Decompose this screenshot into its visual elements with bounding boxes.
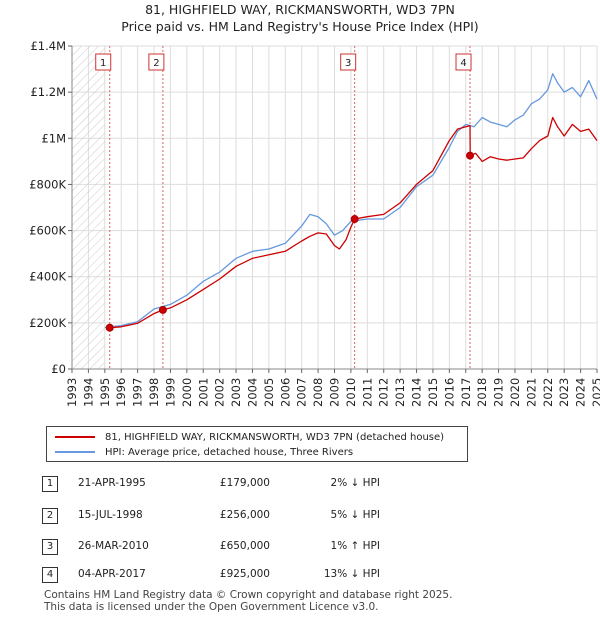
x-tick-label: 2014	[410, 378, 424, 407]
sale-hpi-delta: 13% ↓ HPI	[323, 568, 380, 580]
sale-number-badge: 1	[42, 476, 58, 492]
sale-label-box	[148, 53, 165, 71]
sale-row: 2 15-JUL-1998 £256,000 5% ↓ HPI	[0, 508, 600, 526]
x-tick-label: 2002	[213, 378, 227, 407]
sale-date: 21-APR-1995	[78, 477, 146, 489]
sale-label-box	[340, 53, 357, 71]
property-price-line	[109, 116, 598, 329]
x-tick-label: 1999	[163, 378, 177, 407]
sale-label-box	[455, 53, 472, 71]
chart-title-line1: 81, HIGHFIELD WAY, RICKMANSWORTH, WD3 7P…	[145, 2, 455, 17]
x-tick-label: 1995	[98, 378, 112, 407]
y-tick-label: £400K	[29, 270, 66, 284]
hatched-region	[72, 46, 105, 369]
x-tick-label: 2009	[328, 378, 342, 407]
sale-date: 15-JUL-1998	[78, 509, 143, 521]
legend-label-hpi: HPI: Average price, detached house, Thre…	[105, 446, 354, 458]
sale-row: 4 04-APR-2017 £925,000 13% ↓ HPI	[0, 567, 600, 585]
x-tick-label: 1997	[131, 378, 145, 407]
sale-number-badge: 4	[42, 567, 58, 583]
sale-price: £179,000	[219, 477, 270, 489]
x-tick-label: 2006	[278, 378, 292, 407]
x-tick-label: 2010	[344, 378, 358, 407]
x-tick-label: 2001	[196, 378, 210, 407]
sale-hpi-delta: 5% ↓ HPI	[330, 509, 380, 521]
footer-licence: This data is licensed under the Open Gov…	[44, 601, 379, 613]
x-tick-label: 2008	[311, 378, 325, 407]
x-tick-label: 1996	[114, 378, 128, 407]
x-tick-label: 1998	[147, 378, 161, 407]
sale-row: 3 26-MAR-2010 £650,000 1% ↑ HPI	[0, 539, 600, 557]
y-tick-label: £200K	[29, 316, 66, 330]
x-tick-label: 2005	[262, 378, 276, 407]
sale-point	[466, 151, 475, 160]
sale-price: £925,000	[219, 568, 270, 580]
x-tick-label: 2021	[524, 378, 538, 407]
sale-point	[158, 305, 167, 314]
sale-number-badge: 3	[42, 539, 58, 555]
legend-item-property: 81, HIGHFIELD WAY, RICKMANSWORTH, WD3 7P…	[55, 430, 444, 444]
x-tick-label: 2018	[475, 378, 489, 407]
legend-label-property: 81, HIGHFIELD WAY, RICKMANSWORTH, WD3 7P…	[105, 431, 445, 443]
sale-label-box	[95, 53, 112, 71]
x-tick-label: 1993	[65, 378, 79, 407]
sale-point	[105, 323, 114, 332]
x-tick-label: 2022	[541, 378, 555, 407]
sale-label: 4	[460, 58, 466, 69]
x-tick-label: 2020	[508, 378, 522, 407]
x-tick-label: 2023	[557, 378, 571, 407]
series-lines	[104, 73, 598, 329]
y-tick-label: £1.4M	[30, 39, 66, 53]
x-tick-label: 2011	[360, 378, 374, 407]
x-tick-label: 2025	[590, 378, 600, 407]
sale-label: 3	[345, 58, 351, 69]
hpi-line	[104, 73, 598, 329]
y-tick-label: £0	[51, 362, 66, 376]
x-tick-label: 2003	[229, 378, 243, 407]
y-tick-label: £800K	[29, 177, 66, 191]
sale-date: 04-APR-2017	[78, 568, 146, 580]
sale-labels: 1 2 3 4	[95, 53, 472, 71]
x-tick-label: 2015	[426, 378, 440, 407]
sale-row: 1 21-APR-1995 £179,000 2% ↓ HPI	[0, 476, 600, 494]
x-tick-label: 2013	[393, 378, 407, 407]
x-tick-label: 2004	[245, 378, 259, 407]
sale-price: £650,000	[219, 540, 270, 552]
sale-label: 1	[100, 58, 106, 69]
y-tick-label: £600K	[29, 224, 66, 238]
pre-data-hatch	[72, 46, 105, 369]
legend-swatch-hpi	[55, 451, 95, 453]
sale-dots	[105, 151, 475, 332]
x-tick-label: 1994	[81, 378, 95, 407]
y-tick-label: £1M	[41, 131, 66, 145]
chart-title-line2: Price paid vs. HM Land Registry's House …	[121, 19, 479, 34]
sale-hpi-delta: 2% ↓ HPI	[330, 477, 380, 489]
y-tick-label: £1.2M	[30, 85, 66, 99]
x-tick-label: 2000	[180, 378, 194, 407]
x-tick-label: 2007	[295, 378, 309, 407]
legend-item-hpi: HPI: Average price, detached house, Thre…	[55, 445, 353, 459]
x-tick-label: 2019	[492, 378, 506, 407]
legend-swatch-property	[55, 436, 95, 438]
sale-number-badge: 2	[42, 508, 58, 524]
x-tick-label: 2017	[459, 378, 473, 407]
sale-price: £256,000	[219, 509, 270, 521]
sale-label: 2	[153, 58, 159, 69]
x-tick-label: 2016	[442, 378, 456, 407]
x-tick-label: 2024	[574, 378, 588, 407]
x-tick-label: 2012	[377, 378, 391, 407]
sale-hpi-delta: 1% ↑ HPI	[330, 540, 380, 552]
sale-date: 26-MAR-2010	[78, 540, 149, 552]
sale-point	[350, 215, 359, 224]
grid	[71, 45, 598, 370]
legend: 81, HIGHFIELD WAY, RICKMANSWORTH, WD3 7P…	[46, 426, 468, 462]
sale-marker-lines	[109, 46, 471, 369]
footer-copyright: Contains HM Land Registry data © Crown c…	[44, 589, 453, 601]
